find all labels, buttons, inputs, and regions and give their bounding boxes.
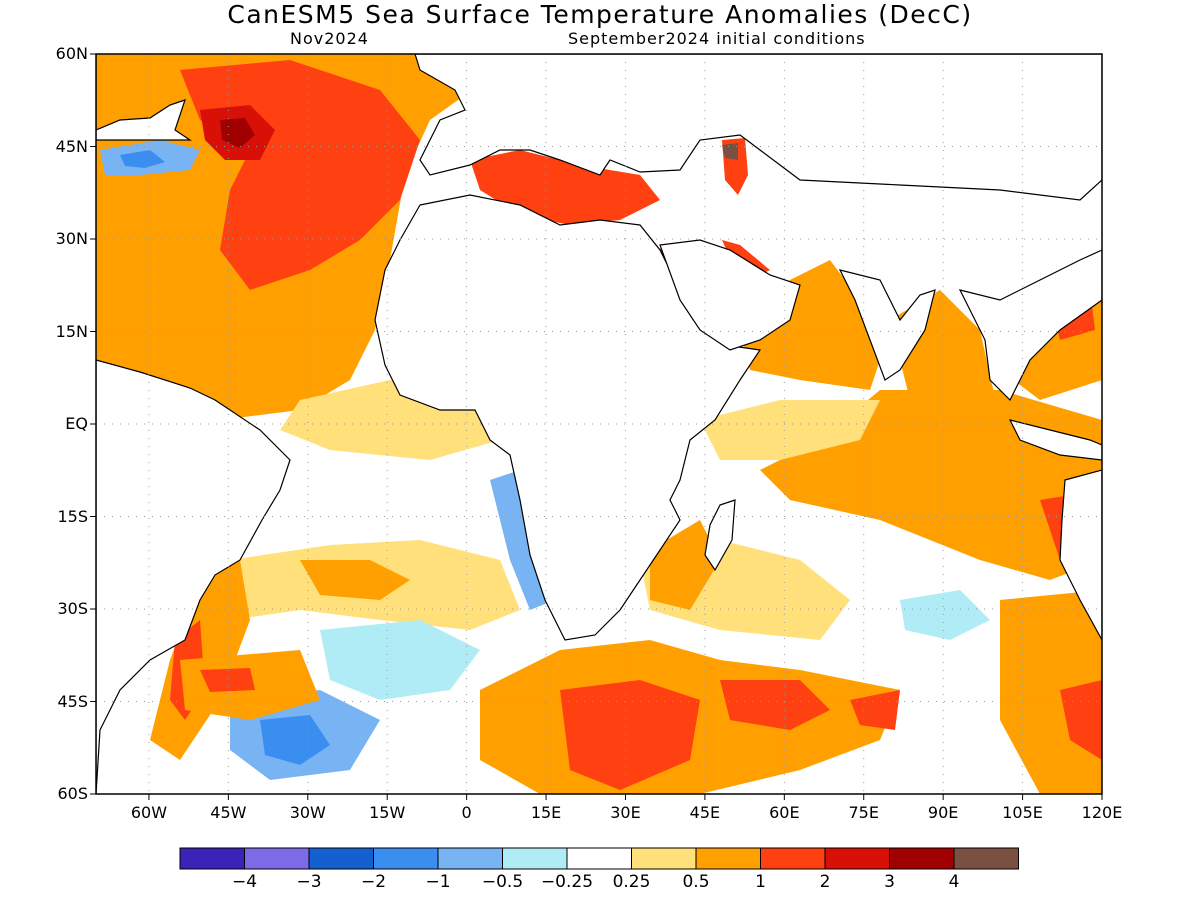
- anomaly-indian-ocean-weak: [700, 400, 880, 460]
- colorbar-swatch: [566, 847, 632, 870]
- colorbar-label: 4: [948, 872, 960, 892]
- colorbar-label: 3: [884, 872, 895, 892]
- land-india: [838, 269, 936, 381]
- lon-label: 30E: [610, 803, 641, 822]
- anomaly-agulhas-hot: [560, 680, 700, 790]
- land-southeast-asia: [958, 249, 1102, 402]
- colorbar-label: −3: [296, 872, 322, 892]
- anomaly-south-atlantic-cool: [320, 620, 480, 700]
- colorbar-label: 1: [755, 872, 766, 892]
- colorbar-label: 0.5: [682, 872, 710, 892]
- colorbar-swatch: [824, 847, 890, 870]
- colorbar-swatch: [953, 847, 1019, 870]
- anomaly-caribbean: [96, 320, 260, 400]
- anomaly-southeast-indian-hot: [1060, 680, 1102, 760]
- colorbar-swatch: [437, 847, 503, 870]
- colorbar-swatch: [760, 847, 826, 870]
- map-title: CanESM5 Sea Surface Temperature Anomalie…: [227, 0, 973, 29]
- lon-label: 45E: [689, 803, 721, 822]
- graticule: [96, 54, 1102, 794]
- land-madagascar: [704, 499, 736, 572]
- colorbar-label: −0.25: [540, 872, 594, 892]
- lat-label: 30N: [55, 229, 88, 248]
- colorbar-swatch: [631, 847, 697, 870]
- land-europe: [414, 54, 1102, 201]
- colorbar-swatch: [308, 847, 374, 870]
- lat-label: 60N: [55, 44, 88, 63]
- land-masses: [96, 54, 1102, 794]
- land-south-america: [96, 359, 291, 794]
- colorbar-swatch: [502, 847, 568, 870]
- anomaly-arabian-sea: [740, 260, 880, 390]
- lat-label: 30S: [57, 599, 88, 618]
- colorbar-swatch: [179, 847, 245, 870]
- lon-label: 15E: [530, 803, 562, 822]
- colorbar-swatch: [373, 847, 439, 870]
- land-arabia: [659, 239, 801, 351]
- lat-label: 15S: [57, 506, 88, 526]
- lon-label: 75E: [848, 803, 879, 822]
- lon-label: 90E: [927, 803, 959, 822]
- land-africa: [374, 194, 762, 641]
- lon-label: 45W: [210, 803, 247, 822]
- colorbar-swatch: [889, 847, 955, 870]
- lat-label: 45N: [55, 136, 88, 156]
- colorbar-swatch: [695, 847, 761, 870]
- land-north-america: [96, 54, 192, 141]
- valid-month-label: Nov2024: [290, 29, 369, 48]
- colorbar-label: −2: [360, 872, 387, 892]
- land-australia: [1059, 469, 1102, 641]
- anomaly-southern-indian-east-hot: [850, 690, 900, 730]
- lat-label: 60S: [57, 784, 88, 803]
- lon-label: 60E: [769, 803, 800, 822]
- lon-label: 0: [461, 803, 472, 822]
- lon-label: 120E: [1081, 803, 1123, 822]
- anomaly-indian-cool-spot: [900, 590, 990, 640]
- colorbar-label: −0.5: [481, 872, 524, 892]
- anomaly-gulf-stream-cold: [120, 150, 165, 168]
- lat-label: EQ: [65, 414, 88, 433]
- land-indonesia: [1008, 419, 1102, 461]
- anomaly-caspian-peak: [722, 143, 738, 160]
- lat-label: 15N: [55, 321, 88, 341]
- lat-label: 45S: [57, 691, 88, 711]
- colorbar-swatch: [244, 847, 310, 870]
- initial-conditions-label: September2024 initial conditions: [568, 29, 866, 48]
- anomaly-south-atlantic-colder: [260, 715, 330, 765]
- anomaly-southwest-hot: [200, 668, 255, 692]
- colorbar-label: −4: [231, 872, 258, 892]
- lon-label: 15W: [369, 803, 406, 822]
- lon-label: 60W: [130, 803, 168, 822]
- anomaly-north-atlantic-peak: [220, 118, 255, 148]
- colorbar-label: 2: [819, 872, 831, 892]
- colorbar-label: −1: [425, 872, 451, 892]
- anomaly-mozambique-warm: [650, 520, 720, 610]
- lon-label: 105E: [1002, 803, 1043, 822]
- anomaly-south-atlantic-warm: [300, 560, 410, 600]
- axis-ticks: [90, 53, 1103, 800]
- anomaly-persian-gulf: [722, 240, 770, 275]
- lon-label: 30W: [289, 803, 326, 822]
- colorbar: [179, 847, 1019, 870]
- colorbar-label: 0.25: [612, 872, 651, 892]
- anomaly-southern-indian-hot: [720, 680, 830, 730]
